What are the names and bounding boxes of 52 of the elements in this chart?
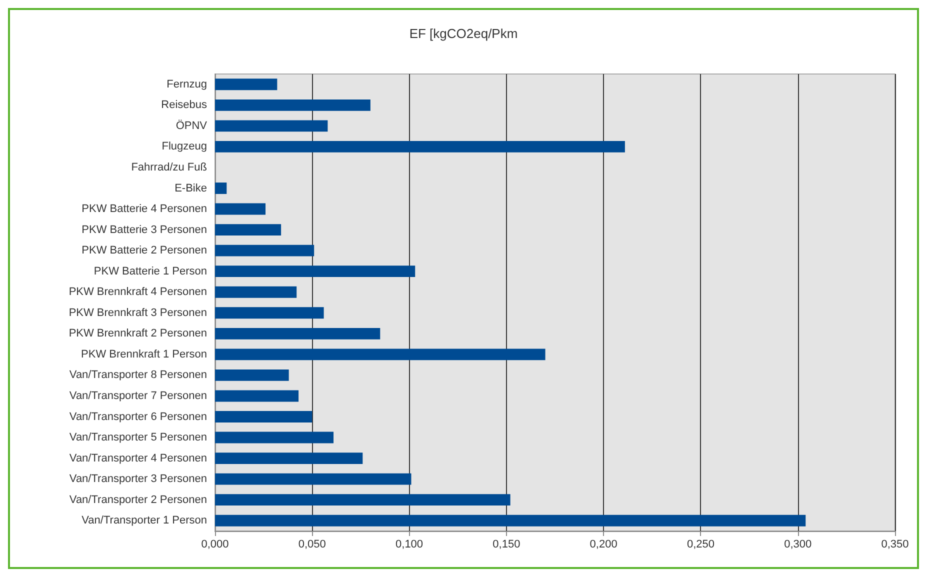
y-tick-label: Van/Transporter 3 Personen — [69, 473, 207, 486]
x-tick-label: 0,250 — [686, 538, 714, 550]
x-tick-label: 0,200 — [590, 538, 618, 550]
bar — [215, 473, 412, 485]
bar — [215, 369, 289, 381]
x-tick-label: 0,300 — [784, 538, 812, 550]
x-tick-label: 0,000 — [201, 538, 229, 550]
bar — [215, 99, 370, 111]
bar — [215, 452, 363, 464]
x-tick-label: 0,350 — [881, 538, 909, 550]
y-tick-label: PKW Brennkraft 1 Person — [81, 348, 207, 360]
y-tick-label: Van/Transporter 7 Personen — [69, 390, 207, 402]
y-tick-label: ÖPNV — [176, 118, 208, 132]
y-tick-label: Reisebus — [161, 99, 208, 112]
y-tick-label: PKW Brennkraft 4 Personen — [68, 286, 207, 298]
bar — [215, 182, 227, 194]
y-tick-label: Flugzeug — [162, 140, 207, 153]
bar — [215, 224, 282, 236]
bar — [215, 328, 380, 340]
y-tick-label: Van/Transporter 1 Person — [82, 514, 207, 527]
bar — [215, 286, 297, 298]
bar — [215, 203, 266, 215]
bar — [215, 140, 625, 152]
bar — [215, 494, 510, 506]
y-tick-label: PKW Batterie 4 Personen — [82, 203, 207, 216]
y-tick-label: PKW Brennkraft 3 Personen — [68, 306, 207, 319]
bar — [215, 432, 334, 444]
bar — [215, 120, 328, 132]
bar — [215, 266, 416, 278]
x-tick-label: 0,050 — [298, 538, 326, 550]
x-tick-label: 0,100 — [396, 538, 424, 550]
bar — [215, 411, 312, 422]
y-tick-label: Van/Transporter 8 Personen — [69, 369, 207, 382]
y-tick-label: Van/Transporter 4 Personen — [69, 452, 207, 464]
y-tick-label: Fahrrad/zu Fuß — [131, 161, 208, 174]
y-tick-label: PKW Batterie 1 Person — [94, 265, 207, 278]
bar — [215, 78, 278, 90]
y-tick-label: PKW Batterie 2 Personen — [82, 244, 207, 257]
chart-title: EF [kgCO2eq/Pkm — [409, 26, 518, 41]
y-tick-label: Fernzug — [166, 78, 207, 90]
bar — [215, 307, 324, 319]
bar — [215, 348, 546, 360]
y-tick-label: PKW Batterie 3 Personen — [82, 224, 207, 236]
y-tick-label: Van/Transporter 2 Personen — [69, 494, 207, 506]
bar — [215, 514, 806, 526]
bar — [215, 244, 314, 256]
bar — [215, 390, 299, 402]
y-tick-label: Van/Transporter 5 Personen — [69, 432, 207, 444]
y-tick-label: Van/Transporter 6 Personen — [69, 410, 207, 423]
x-tick-label: 0,150 — [492, 538, 520, 550]
y-tick-label: PKW Brennkraft 2 Personen — [68, 328, 207, 340]
y-tick-label: E-Bike — [174, 182, 207, 194]
